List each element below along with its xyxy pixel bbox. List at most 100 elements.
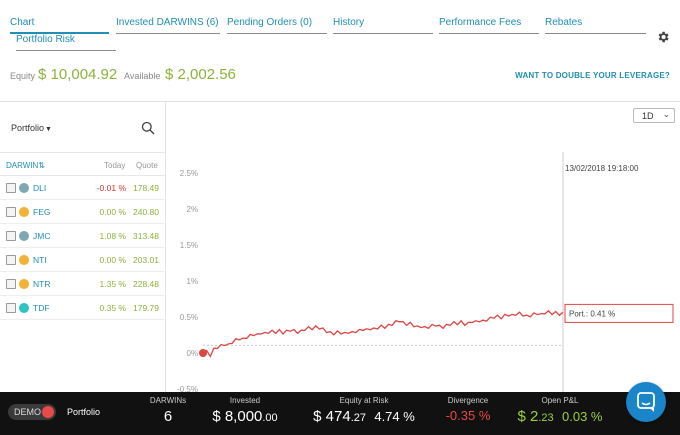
invested-label: Invested bbox=[229, 396, 261, 405]
today-header[interactable]: Today bbox=[104, 161, 126, 170]
darwin-list-panel: Portfolio▼ DARWIN⇅ Today Quote DLI -0.01 … bbox=[0, 102, 166, 392]
divider bbox=[0, 101, 680, 102]
portfolio-chart[interactable]: 2.5% 2% 1.5% 1% 0.5% 0% -0.5% 13/02/2018 19:18:… bbox=[167, 102, 680, 392]
y-tick-label: 2.5% bbox=[180, 169, 198, 178]
toggle-knob bbox=[42, 406, 54, 418]
tab-chart[interactable]: Chart bbox=[10, 12, 109, 34]
row-checkbox[interactable] bbox=[6, 255, 16, 265]
chart-panel: 2.5% 2% 1.5% 1% 0.5% 0% -0.5% 13/02/2018 19:18:… bbox=[167, 102, 680, 392]
tooltip-box bbox=[564, 303, 674, 323]
today-change: 1.08 % bbox=[99, 231, 126, 241]
chat-icon bbox=[637, 392, 655, 412]
open-pnl-value: $ 2 bbox=[517, 408, 539, 425]
color-dot bbox=[19, 231, 29, 241]
equity-at-risk-pct: 4.74 % bbox=[374, 409, 415, 424]
darwin-row[interactable]: DLI -0.01 % 178.49 bbox=[0, 176, 166, 200]
invested-value: $ 8,000 bbox=[212, 408, 263, 425]
equity-at-risk-value: $ 474 bbox=[313, 408, 351, 425]
darwin-header-label: DARWIN bbox=[6, 161, 39, 170]
tooltip-value: Port.: 0.41 % bbox=[569, 309, 615, 318]
color-dot bbox=[19, 183, 29, 193]
today-change: -0.01 % bbox=[96, 183, 126, 193]
y-tick-label: 0.5% bbox=[180, 313, 198, 322]
row-checkbox[interactable] bbox=[6, 303, 16, 313]
darwin-row[interactable]: JMC 1.08 % 313.48 bbox=[0, 224, 166, 248]
y-tick-label: -0.5% bbox=[177, 385, 198, 392]
equity-value: $ 10,004.92 bbox=[38, 66, 118, 83]
darwin-quote: 313.48 bbox=[133, 231, 159, 241]
row-checkbox[interactable] bbox=[6, 279, 16, 289]
divergence-label: Divergence bbox=[447, 396, 489, 405]
available-value: $ 2,002.56 bbox=[165, 66, 236, 83]
row-checkbox[interactable] bbox=[6, 207, 16, 217]
darwin-row[interactable]: FEG 0.00 % 240.80 bbox=[0, 200, 166, 224]
y-tick-label: 1.5% bbox=[180, 241, 198, 250]
darwin-ticker[interactable]: FEG bbox=[33, 207, 51, 217]
search-icon[interactable] bbox=[141, 121, 155, 135]
demo-label: DEMO bbox=[14, 407, 41, 417]
sort-icon: ⇅ bbox=[38, 161, 45, 170]
color-dot bbox=[19, 207, 29, 217]
tab-pending-orders[interactable]: Pending Orders (0) bbox=[227, 12, 327, 34]
quote-header[interactable]: Quote bbox=[136, 161, 158, 170]
tab-history[interactable]: History bbox=[333, 12, 433, 34]
today-change: 0.00 % bbox=[99, 255, 126, 265]
row-checkbox[interactable] bbox=[6, 183, 16, 193]
color-dot bbox=[19, 255, 29, 265]
darwin-row[interactable]: TDF 0.35 % 179.79 bbox=[0, 296, 166, 320]
color-dot bbox=[19, 303, 29, 313]
darwin-ticker[interactable]: JMC bbox=[33, 231, 51, 241]
crosshair-datetime: 13/02/2018 19:18:00 bbox=[565, 164, 639, 173]
darwin-quote: 178.49 bbox=[133, 183, 159, 193]
today-change: 0.00 % bbox=[99, 207, 126, 217]
darwin-quote: 179.79 bbox=[133, 303, 159, 313]
period-label: 1D bbox=[642, 111, 654, 121]
caret-down-icon: ▼ bbox=[45, 126, 52, 133]
invested-decimals: .00 bbox=[262, 412, 278, 424]
double-leverage-link[interactable]: WANT TO DOUBLE YOUR LEVERAGE? bbox=[515, 71, 670, 80]
account-summary: Equity $ 10,004.92 Available $ 2,002.56 … bbox=[10, 64, 670, 86]
portfolio-dropdown[interactable]: Portfolio▼ bbox=[11, 123, 52, 133]
darwin-row[interactable]: NTR 1.35 % 228.48 bbox=[0, 272, 166, 296]
y-tick-label: 0% bbox=[186, 349, 198, 358]
y-tick-label: 2% bbox=[186, 205, 198, 214]
series-start-point bbox=[199, 349, 207, 357]
today-change: 0.35 % bbox=[99, 303, 126, 313]
tab-performance-fees[interactable]: Performance Fees bbox=[439, 12, 539, 34]
darwin-quote: 228.48 bbox=[133, 279, 159, 289]
darwin-ticker[interactable]: DLI bbox=[33, 183, 47, 193]
equity-at-risk-decimals: .27 bbox=[350, 412, 366, 424]
equity-at-risk-stat: Equity at Risk $ 474.27 4.74 % bbox=[300, 396, 428, 425]
open-pnl-decimals: .23 bbox=[538, 412, 554, 424]
divergence-stat: Divergence -0.35 % bbox=[438, 396, 498, 423]
tab-invested-darwins[interactable]: Invested DARWINS (6) bbox=[116, 12, 220, 34]
y-tick-label: 1% bbox=[186, 277, 198, 286]
tab-rebates[interactable]: Rebates bbox=[545, 12, 646, 34]
sort-darwin-header[interactable]: DARWIN⇅ bbox=[6, 161, 45, 170]
chat-support-button[interactable] bbox=[626, 382, 666, 422]
darwin-quote: 240.80 bbox=[133, 207, 159, 217]
equity-at-risk-label: Equity at Risk bbox=[339, 396, 389, 405]
darwin-ticker[interactable]: NTR bbox=[33, 279, 51, 289]
darwin-quote: 203.01 bbox=[133, 255, 159, 265]
portfolio-link[interactable]: Portfolio bbox=[67, 407, 101, 417]
series-line bbox=[202, 309, 564, 358]
chevron-down-icon: ⌄ bbox=[662, 109, 670, 119]
darwin-ticker[interactable]: TDF bbox=[33, 303, 50, 313]
darwins-value: 6 bbox=[163, 408, 173, 425]
gear-icon[interactable] bbox=[656, 30, 670, 44]
portfolio-dropdown-label: Portfolio bbox=[11, 123, 45, 133]
row-checkbox[interactable] bbox=[6, 231, 16, 241]
tab-portfolio-risk[interactable]: Portfolio Risk bbox=[16, 29, 116, 51]
available-label: Available bbox=[124, 71, 161, 81]
equity-label: Equity bbox=[10, 71, 36, 81]
darwins-stat: DARWINs 6 bbox=[148, 396, 188, 425]
period-selector[interactable]: 1D ⌄ bbox=[633, 108, 675, 123]
open-pnl-label: Open P&L bbox=[541, 396, 579, 405]
darwin-ticker[interactable]: NTI bbox=[33, 255, 47, 265]
darwin-row[interactable]: NTI 0.00 % 203.01 bbox=[0, 248, 166, 272]
demo-toggle[interactable]: DEMO bbox=[8, 404, 56, 420]
color-dot bbox=[19, 279, 29, 289]
darwins-label: DARWINs bbox=[149, 396, 187, 405]
open-pnl-pct: 0.03 % bbox=[562, 409, 603, 424]
